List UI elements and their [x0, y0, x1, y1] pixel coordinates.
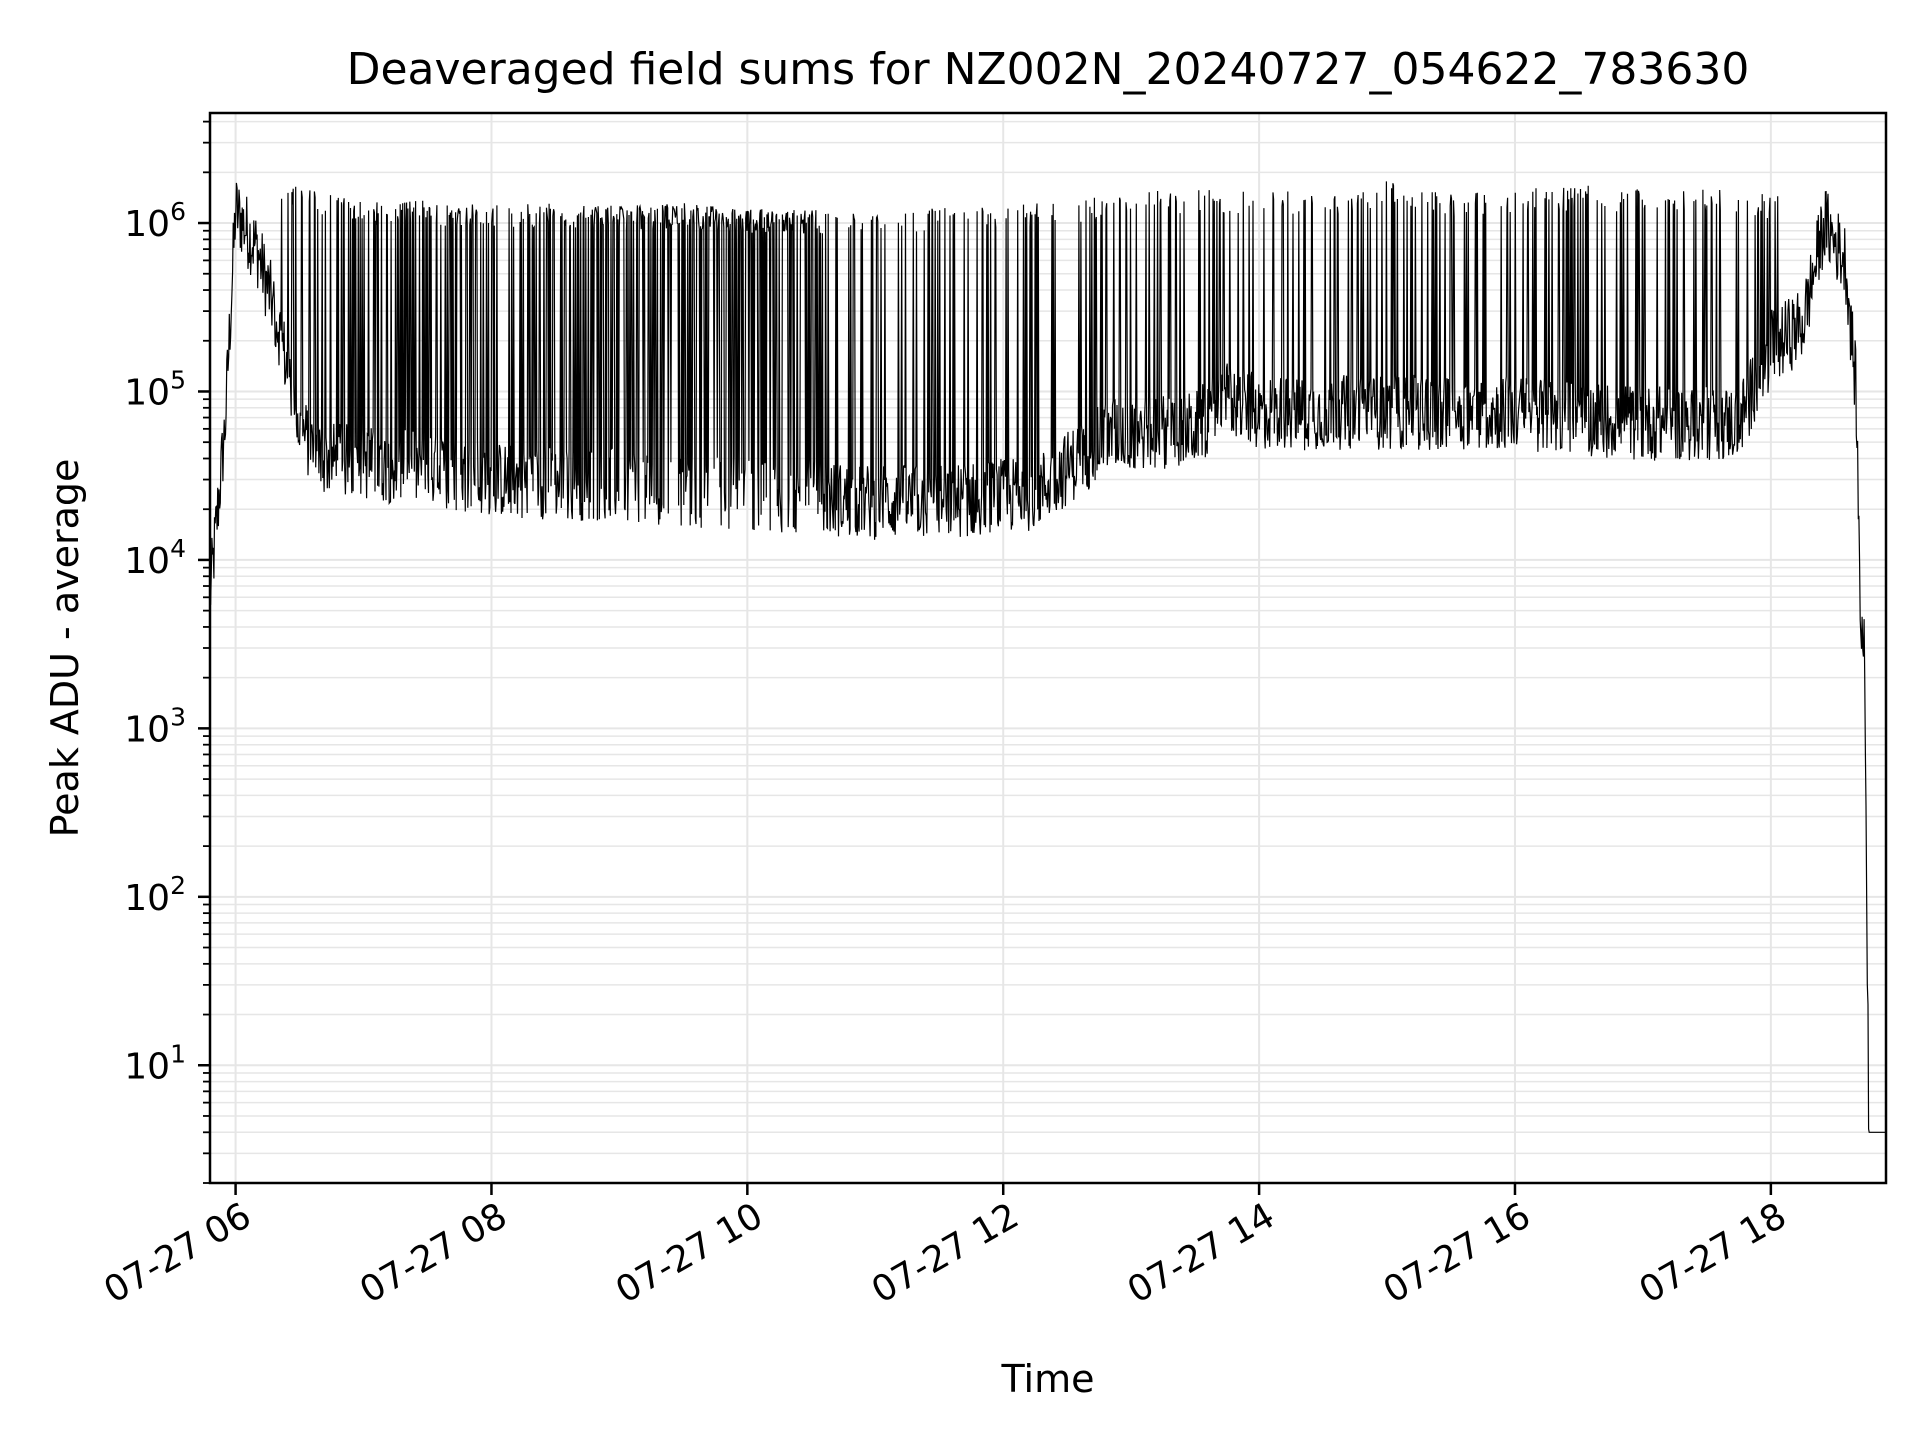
- x-tick-label: 07-27 16: [1377, 1195, 1538, 1311]
- x-axis: 07-27 06 07-27 08 07-27 10 07-27 12 07-27 14…: [97, 1183, 1793, 1312]
- y-tick-exponent: 5: [170, 365, 186, 394]
- x-tick-label: 07-27 08: [353, 1195, 514, 1311]
- y-tick-exponent: 1: [170, 1039, 186, 1068]
- y-tick-base: 10: [124, 541, 170, 582]
- y-tick-exponent: 6: [170, 197, 186, 226]
- y-tick-base: 10: [124, 204, 170, 245]
- y-tick-base: 10: [124, 878, 170, 919]
- y-axis-label: Peak ADU - average: [43, 459, 87, 838]
- data-series: [209, 181, 1886, 1133]
- y-tick-label: 106: [124, 197, 186, 245]
- x-tick-label: 07-27 06: [97, 1195, 258, 1311]
- y-tick-label: 105: [124, 365, 186, 413]
- y-tick-label: 103: [124, 702, 186, 750]
- chart-title: Deaveraged field sums for NZ002N_2024072…: [347, 44, 1750, 95]
- x-tick-label: 07-27 12: [865, 1195, 1026, 1311]
- y-tick-label: 104: [124, 534, 186, 582]
- y-tick-base: 10: [124, 709, 170, 750]
- y-tick-exponent: 2: [170, 871, 186, 900]
- y-tick-label: 102: [124, 871, 186, 919]
- y-tick-base: 10: [124, 372, 170, 413]
- x-tick-label: 07-27 18: [1633, 1195, 1794, 1311]
- y-tick-exponent: 3: [170, 702, 186, 731]
- y-tick-base: 10: [124, 1046, 170, 1087]
- y-tick-label: 101: [124, 1039, 186, 1087]
- x-tick-label: 07-27 10: [609, 1195, 770, 1311]
- x-axis-label: Time: [1001, 1357, 1095, 1401]
- grid: [210, 113, 1886, 1184]
- series-line: [209, 181, 1886, 1133]
- y-tick-exponent: 4: [170, 534, 186, 563]
- x-tick-label: 07-27 14: [1121, 1195, 1282, 1311]
